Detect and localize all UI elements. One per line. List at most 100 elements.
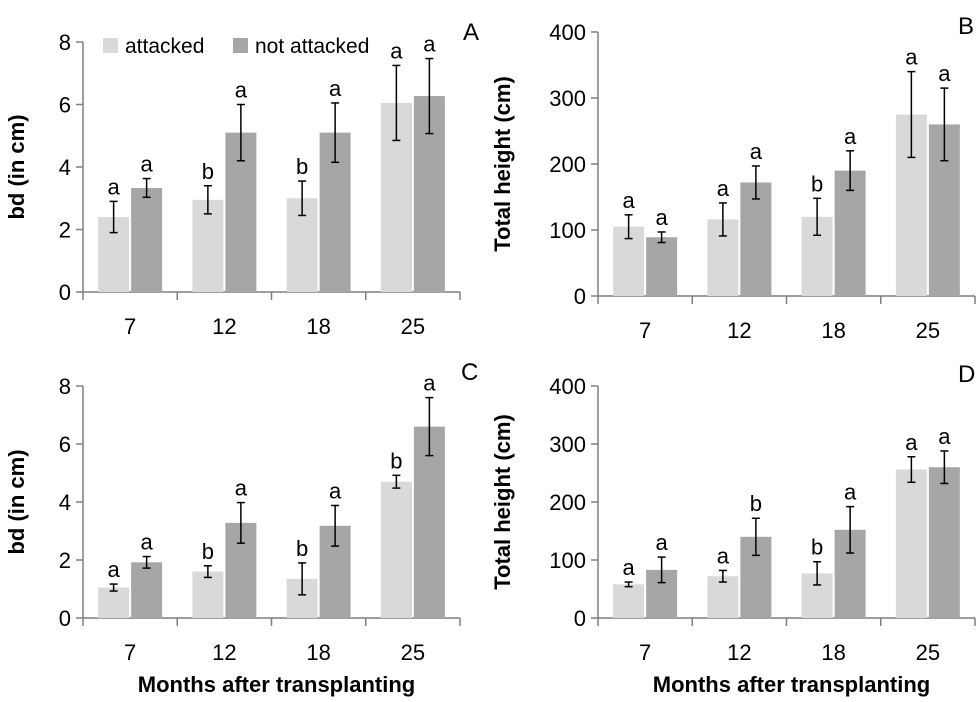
bar: [928, 467, 960, 618]
bar: [131, 187, 163, 292]
x-tick-label: 25: [916, 318, 940, 343]
significance-label: a: [750, 139, 763, 164]
bar: [380, 481, 412, 618]
y-axis-label: Total height (cm): [490, 76, 515, 252]
x-tick-label: 12: [727, 318, 751, 343]
legend-label: not attacked: [255, 35, 369, 58]
y-tick-label: 0: [59, 606, 71, 631]
y-tick-label: 4: [59, 490, 71, 515]
y-tick-label: 300: [549, 432, 586, 457]
significance-label: a: [938, 61, 951, 86]
y-axis-label: bd (in cm): [4, 114, 29, 219]
x-tick-label: 7: [124, 314, 136, 339]
significance-label: a: [141, 530, 154, 555]
legend-swatch: [233, 38, 248, 53]
y-tick-label: 8: [59, 374, 71, 399]
y-tick-label: 2: [59, 218, 71, 243]
significance-label: b: [202, 539, 214, 564]
significance-label: a: [329, 76, 342, 101]
significance-label: a: [623, 555, 636, 580]
y-tick-label: 200: [549, 490, 586, 515]
x-tick-label: 18: [821, 640, 845, 665]
significance-label: a: [656, 205, 669, 230]
y-tick-label: 100: [549, 218, 586, 243]
y-axis-label: Total height (cm): [490, 414, 515, 590]
legend-swatch: [103, 38, 118, 53]
significance-label: b: [296, 154, 308, 179]
y-tick-label: 200: [549, 152, 586, 177]
significance-label: a: [423, 371, 436, 396]
x-tick-label: 7: [124, 640, 136, 665]
significance-label: a: [623, 188, 636, 213]
bar: [413, 426, 445, 618]
significance-label: b: [750, 491, 762, 516]
bar: [707, 576, 739, 618]
panel-letter: A: [463, 19, 479, 46]
panel-letter: C: [461, 359, 478, 386]
significance-label: a: [390, 38, 403, 63]
x-tick-label: 12: [727, 640, 751, 665]
y-tick-label: 2: [59, 548, 71, 573]
y-tick-label: 6: [59, 93, 71, 118]
significance-label: b: [202, 159, 214, 184]
panel-letter: D: [958, 361, 975, 388]
significance-label: b: [390, 448, 402, 473]
bar: [834, 170, 866, 296]
x-tick-label: 12: [212, 640, 236, 665]
bar: [192, 571, 224, 618]
y-tick-label: 400: [549, 20, 586, 45]
legend: attacked not attacked: [103, 35, 369, 58]
x-tick-label: 25: [401, 314, 425, 339]
bar: [131, 562, 163, 618]
significance-label: a: [108, 174, 121, 199]
significance-label: a: [844, 124, 857, 149]
y-tick-label: 300: [549, 86, 586, 111]
significance-label: a: [235, 476, 248, 501]
significance-label: b: [811, 171, 823, 196]
x-tick-label: 7: [639, 318, 651, 343]
significance-label: a: [141, 152, 154, 177]
significance-label: a: [423, 32, 436, 57]
significance-label: a: [844, 480, 857, 505]
significance-label: a: [905, 45, 918, 70]
x-tick-label: 25: [401, 640, 425, 665]
x-tick-label: 18: [306, 640, 330, 665]
y-axis-label: bd (in cm): [4, 449, 29, 554]
y-tick-label: 400: [549, 374, 586, 399]
y-tick-label: 100: [549, 548, 586, 573]
bar: [613, 584, 645, 618]
bar: [98, 587, 130, 618]
panel-letter: B: [958, 13, 974, 40]
significance-label: a: [905, 430, 918, 455]
significance-label: a: [717, 176, 730, 201]
significance-label: a: [108, 557, 121, 582]
significance-label: a: [329, 478, 342, 503]
x-tick-label: 25: [916, 640, 940, 665]
y-tick-label: 6: [59, 432, 71, 457]
significance-label: b: [811, 535, 823, 560]
y-tick-label: 4: [59, 155, 71, 180]
significance-label: a: [656, 530, 669, 555]
x-axis-label: Months after transplanting: [653, 672, 930, 697]
y-tick-label: 0: [59, 280, 71, 305]
x-axis-label: Months after transplanting: [138, 672, 415, 697]
x-tick-label: 12: [212, 314, 236, 339]
x-tick-label: 18: [306, 314, 330, 339]
significance-label: a: [938, 424, 951, 449]
y-tick-label: 0: [574, 284, 586, 309]
y-tick-label: 0: [574, 606, 586, 631]
y-tick-label: 8: [59, 30, 71, 55]
significance-label: b: [296, 536, 308, 561]
x-tick-label: 18: [821, 318, 845, 343]
significance-label: a: [235, 78, 248, 103]
bar: [192, 199, 224, 292]
bar: [740, 182, 772, 296]
bar: [895, 469, 927, 618]
x-tick-label: 7: [639, 640, 651, 665]
